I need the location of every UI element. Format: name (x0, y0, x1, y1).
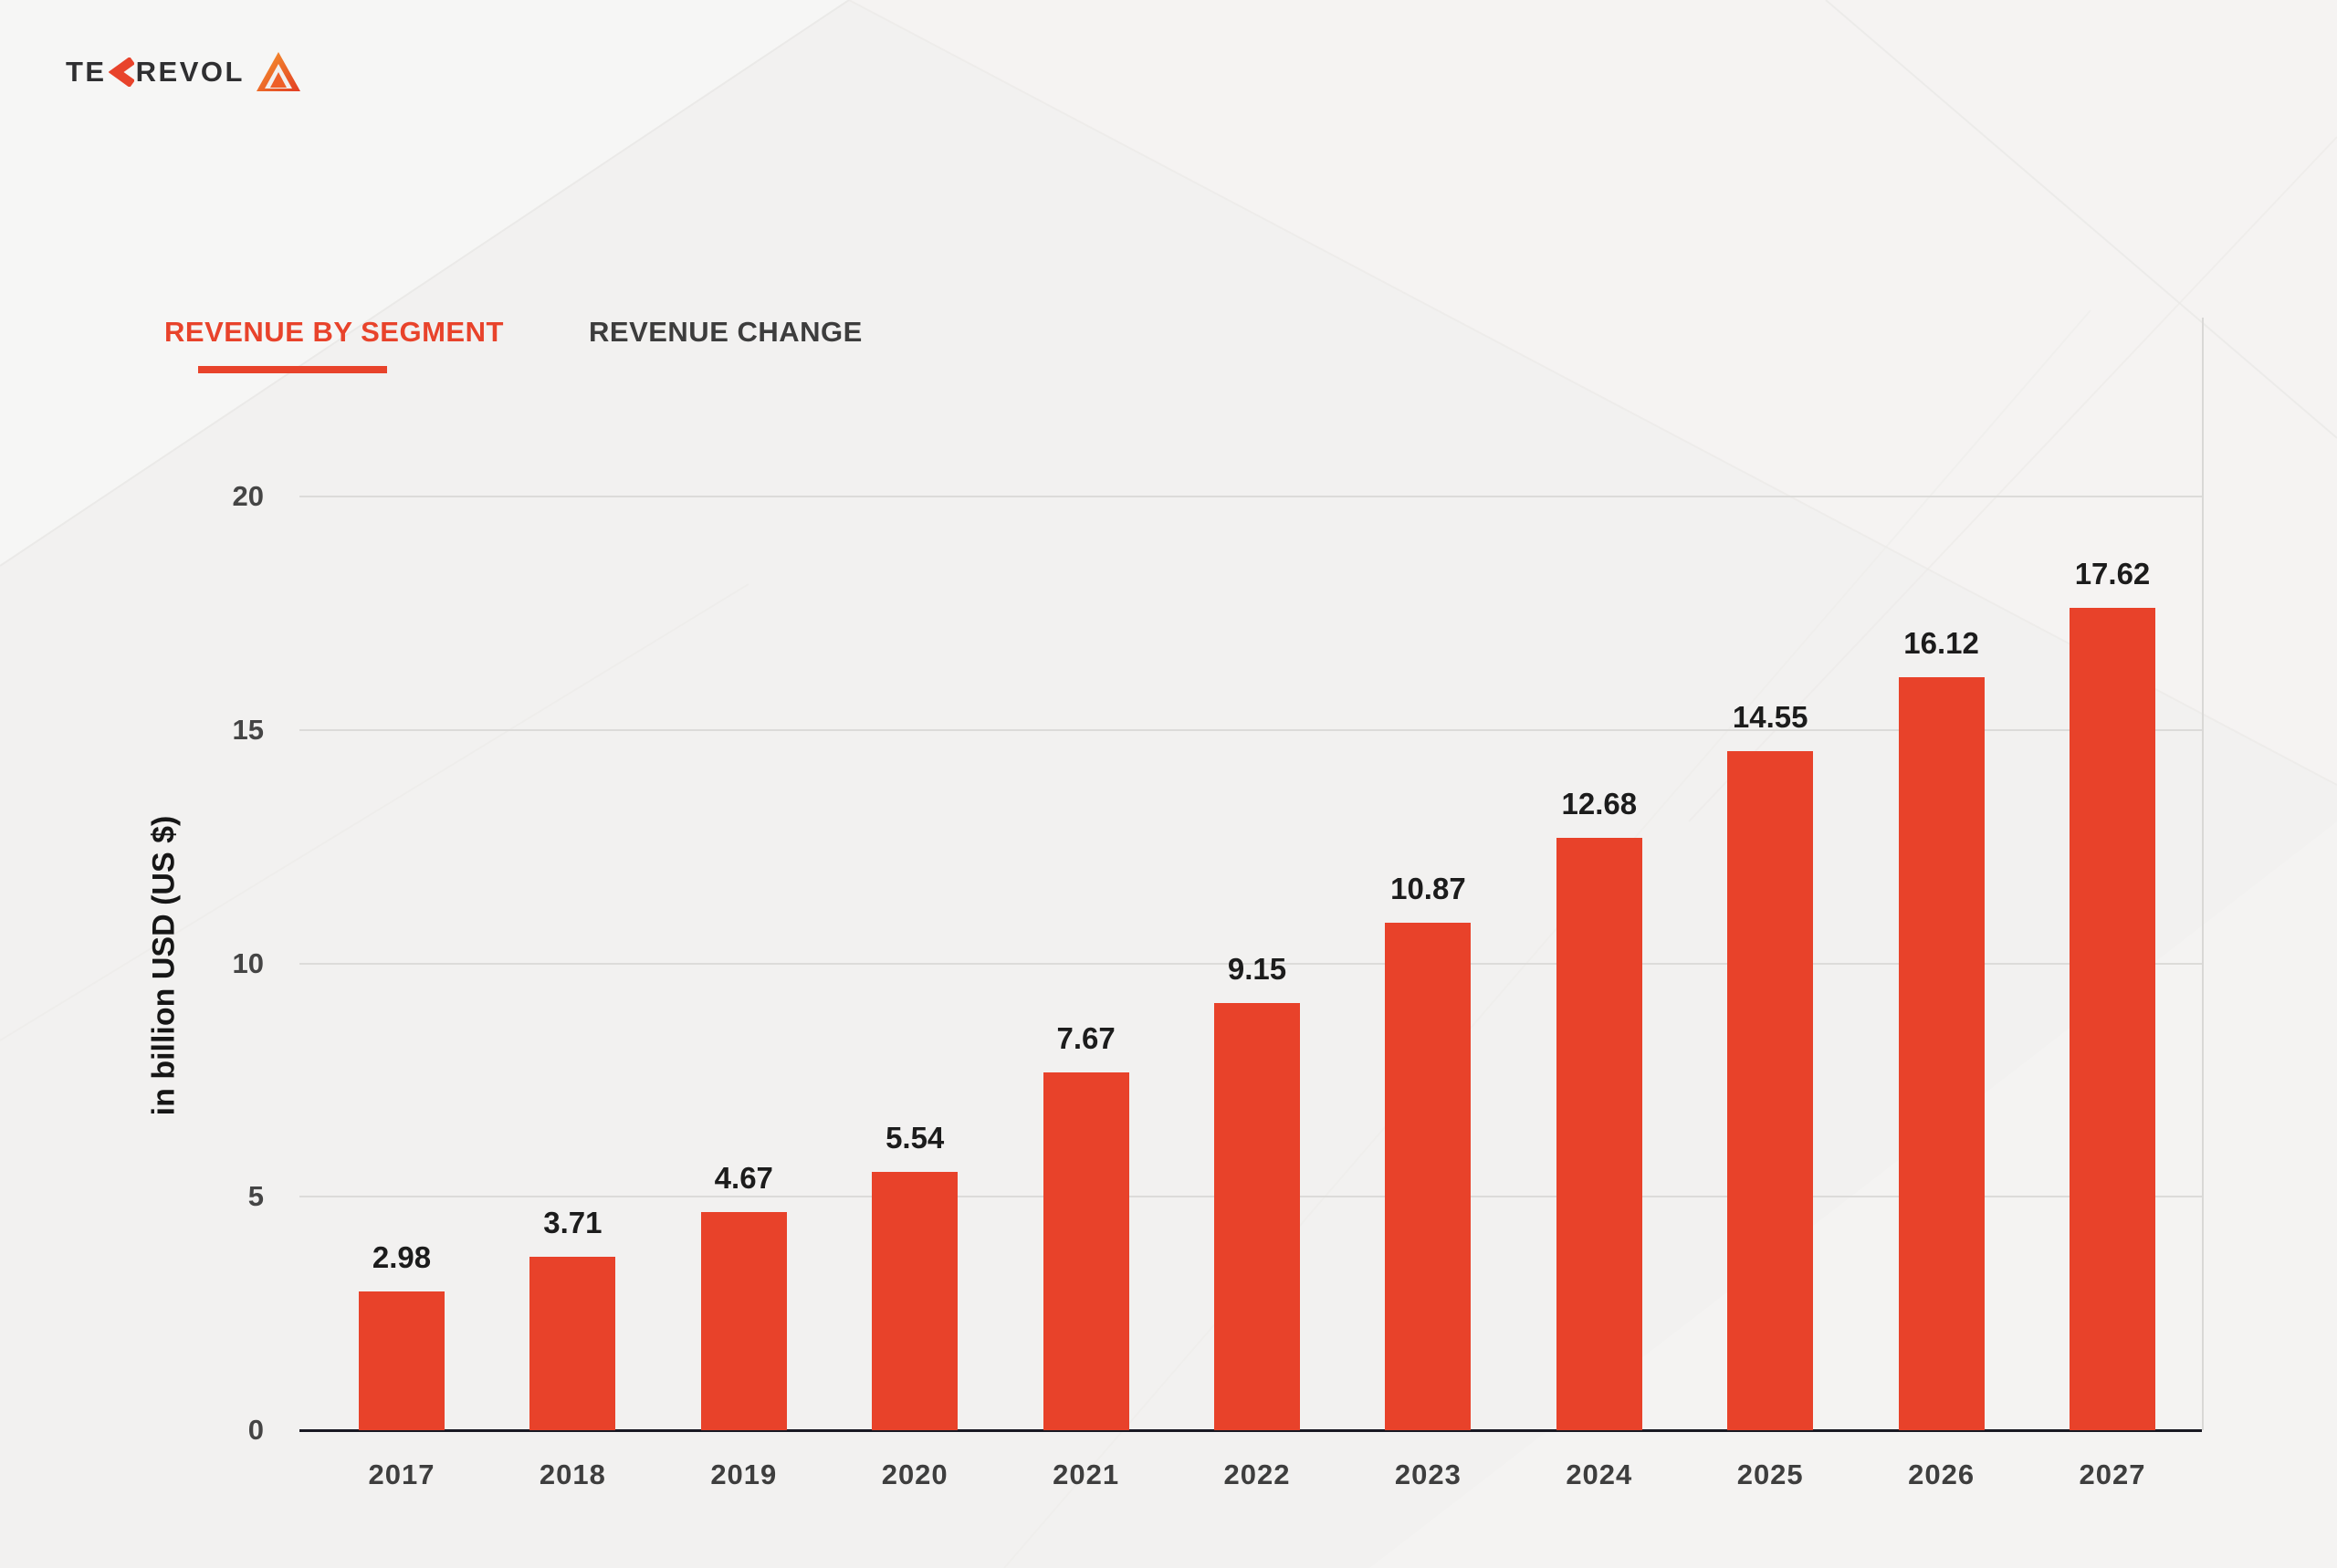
bar-value-label-2021: 7.67 (1056, 1020, 1116, 1055)
bar-value-label-2027: 17.62 (2074, 556, 2151, 591)
bar-value-label-2022: 9.15 (1227, 951, 1287, 986)
bar-value-label-2026: 16.12 (1903, 626, 1979, 661)
gridline-10 (299, 962, 2202, 965)
y-tick-label-20: 20 (232, 480, 264, 512)
y-axis-title: in billion USD (US $) (146, 815, 182, 1116)
bar-value-label-2018: 3.71 (543, 1206, 603, 1240)
gridline-15 (299, 728, 2202, 731)
bar-2018 (529, 1257, 616, 1430)
bar-value-label-2025: 14.55 (1732, 699, 1808, 734)
y-tick-label-10: 10 (232, 946, 264, 979)
bar-2019 (700, 1212, 787, 1430)
x-tick-label-2024: 2024 (1566, 1458, 1633, 1490)
bar-2017 (359, 1291, 445, 1430)
x-tick-label-2027: 2027 (2079, 1458, 2146, 1490)
x-tick-label-2022: 2022 (1223, 1458, 1291, 1490)
y-tick-label-15: 15 (232, 713, 264, 746)
logo-text-prefix: TE (66, 56, 107, 88)
y-tick-label-0: 0 (247, 1414, 264, 1446)
bar-2020 (872, 1171, 959, 1430)
tekrevol-triangle-icon (256, 52, 300, 91)
bar-2024 (1556, 838, 1642, 1430)
bar-value-label-2020: 5.54 (886, 1120, 945, 1155)
x-tick-label-2017: 2017 (368, 1458, 435, 1490)
bar-value-label-2017: 2.98 (372, 1239, 432, 1274)
x-tick-label-2025: 2025 (1736, 1458, 1804, 1490)
tab-revenue-by-segment[interactable]: REVENUE BY SEGMENT (164, 316, 504, 348)
bar-2027 (2070, 607, 2155, 1430)
y-tick-label-5: 5 (247, 1180, 264, 1213)
bar-2025 (1727, 750, 1814, 1430)
bar-value-label-2023: 10.87 (1390, 871, 1466, 905)
plot-right-border (2202, 318, 2204, 1430)
bar-2026 (1898, 677, 1985, 1430)
x-tick-label-2021: 2021 (1053, 1458, 1120, 1490)
x-axis-line (299, 1429, 2202, 1432)
x-tick-label-2026: 2026 (1908, 1458, 1975, 1490)
x-tick-label-2018: 2018 (539, 1458, 606, 1490)
gridline-20 (299, 496, 2202, 497)
x-tick-label-2019: 2019 (710, 1458, 778, 1490)
x-tick-label-2023: 2023 (1394, 1458, 1462, 1490)
chevron-left-icon (108, 57, 134, 87)
bar-2023 (1385, 922, 1472, 1430)
bar-value-label-2019: 4.67 (714, 1161, 773, 1196)
tab-revenue-change[interactable]: REVENUE CHANGE (589, 316, 863, 348)
x-tick-label-2020: 2020 (881, 1458, 948, 1490)
logo-text-suffix: REVOL (135, 56, 245, 88)
bar-2022 (1214, 1002, 1300, 1430)
bar-value-label-2024: 12.68 (1561, 787, 1638, 821)
tekrevol-logo: TE REVOL (66, 51, 301, 93)
bar-2021 (1043, 1071, 1129, 1430)
active-tab-underline (198, 366, 387, 373)
